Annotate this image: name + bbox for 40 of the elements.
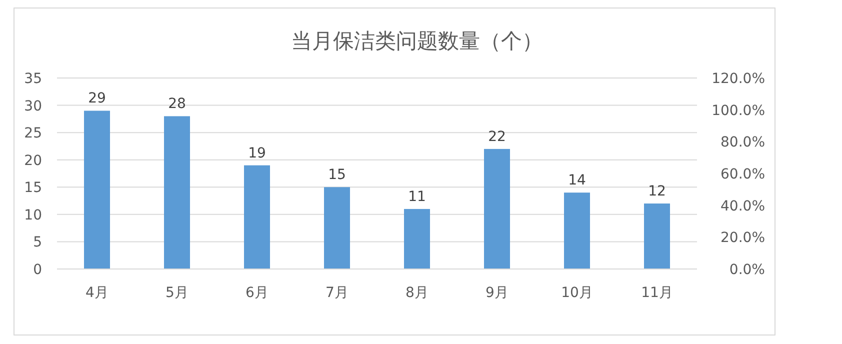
y2-tick-label: 20.0% xyxy=(720,230,765,246)
y2-tick-label: 120.0% xyxy=(712,71,765,87)
x-tick-label: 11月 xyxy=(641,285,673,301)
bar xyxy=(564,192,590,269)
y-tick-label: 5 xyxy=(33,234,42,251)
chart-title: 当月保洁类问题数量（个） xyxy=(291,29,543,53)
x-tick-label: 9月 xyxy=(486,285,508,301)
y2-tick-label: 40.0% xyxy=(720,198,765,214)
x-tick-label: 4月 xyxy=(86,285,108,301)
bar xyxy=(84,110,110,269)
x-tick-label: 5月 xyxy=(166,285,188,301)
bar xyxy=(644,204,670,269)
bar xyxy=(244,165,270,269)
y-tick-label: 25 xyxy=(24,126,42,142)
y2-tick-label: 0.0% xyxy=(729,262,765,278)
y-tick-label: 10 xyxy=(24,207,42,224)
y2-tick-label: 100.0% xyxy=(712,102,765,119)
y2-tick-label: 80.0% xyxy=(720,134,765,151)
data-label: 12 xyxy=(648,184,666,200)
y-tick-label: 20 xyxy=(24,152,42,169)
y-tick-label: 35 xyxy=(24,71,42,87)
y-tick-label: 30 xyxy=(24,98,42,114)
x-tick-label: 6月 xyxy=(246,285,268,301)
data-label: 14 xyxy=(568,172,586,189)
y-tick-label: 0 xyxy=(33,262,42,278)
data-label: 28 xyxy=(168,96,186,112)
x-tick-label: 7月 xyxy=(326,285,348,301)
data-label: 29 xyxy=(88,90,106,107)
bar xyxy=(404,208,430,269)
x-tick-label: 10月 xyxy=(561,285,593,301)
y-tick-label: 15 xyxy=(24,180,42,196)
data-label: 15 xyxy=(328,167,346,184)
bar xyxy=(164,116,190,269)
bar xyxy=(484,148,510,269)
bar xyxy=(324,187,350,269)
data-label: 11 xyxy=(408,188,426,205)
y2-tick-label: 60.0% xyxy=(720,166,765,182)
x-tick-label: 8月 xyxy=(406,285,428,301)
data-label: 19 xyxy=(248,145,266,162)
data-label: 22 xyxy=(488,128,506,145)
